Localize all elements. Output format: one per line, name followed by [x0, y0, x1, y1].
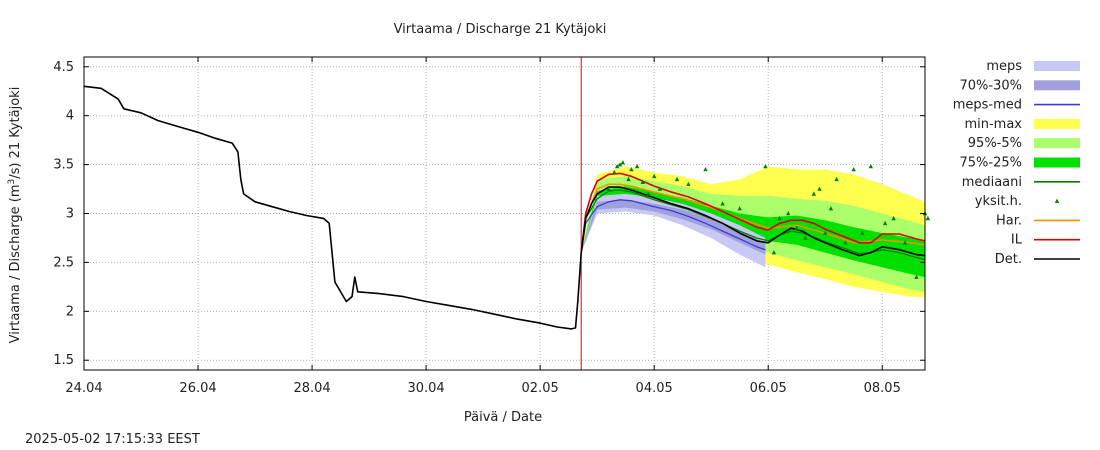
legend-label: meps-med	[953, 98, 1022, 113]
y-axis-label-sup: 3	[7, 179, 17, 185]
x-tick-label: 08.05	[864, 381, 901, 396]
series-line-det	[83, 85, 926, 330]
timestamp: 2025-05-02 17:15:33 EEST	[25, 432, 200, 447]
legend-swatch	[1034, 157, 1080, 168]
x-tick-label: 04.05	[636, 381, 673, 396]
scatter-point	[612, 169, 617, 175]
x-axis-label: Päivä / Date	[464, 410, 542, 425]
legend-item-yksit-h: yksit.h.	[975, 194, 1060, 209]
y-axis-label: Virtaama / Discharge (m3/s) 21 Kytäjoki	[7, 87, 23, 344]
x-tick-label: 06.05	[750, 381, 787, 396]
scatter-point	[851, 167, 856, 172]
scatter-point	[606, 186, 611, 191]
legend-swatch	[1034, 80, 1080, 91]
scatter-point	[786, 211, 791, 216]
scatter-point	[629, 167, 634, 172]
scatter-point	[674, 176, 680, 182]
scatter-point	[843, 240, 848, 245]
legend-label: min-max	[964, 117, 1022, 132]
legend-item-har: Har.	[996, 213, 1080, 228]
legend-label: 75%-25%	[960, 156, 1022, 171]
legend-label: Har.	[996, 213, 1022, 228]
scatter-point	[828, 206, 834, 211]
legend-item-meps-med: meps-med	[953, 98, 1080, 113]
plot-area	[83, 56, 931, 371]
scatter-point	[823, 230, 828, 235]
scatter-point	[817, 186, 822, 191]
band-75-25	[581, 186, 925, 278]
scatter-point	[614, 164, 620, 169]
x-tick-label: 02.05	[522, 381, 559, 396]
scatter-point	[626, 176, 631, 182]
scatter-point	[925, 215, 931, 221]
legend-item-mediaani: mediaani	[962, 175, 1080, 190]
legend-item-95-5: 95%-5%	[968, 136, 1080, 151]
y-tick-label: 3.5	[53, 158, 74, 173]
legend-swatch	[1034, 138, 1080, 149]
scatter-point	[703, 167, 708, 172]
scatter-point	[771, 250, 777, 255]
scatter-point	[617, 162, 623, 167]
legend-item-min-max: min-max	[964, 117, 1080, 132]
scatter-point	[686, 181, 691, 186]
scatter-point	[882, 220, 888, 226]
y-tick-label: 4.5	[53, 60, 74, 75]
scatter-point	[891, 215, 896, 221]
legend-label: mediaani	[962, 175, 1022, 190]
y-axis-label-prefix: Virtaama / Discharge (m	[8, 184, 23, 343]
scatter-point	[860, 230, 865, 235]
series-line-har	[580, 183, 926, 253]
x-tick-label: 28.04	[293, 381, 330, 396]
series-line-meps-med	[580, 199, 766, 253]
y-tick-label: 4	[66, 109, 74, 124]
scatter-point	[620, 160, 625, 165]
legend-label: meps	[986, 59, 1022, 74]
legend-item-75-25: 75%-25%	[960, 156, 1080, 171]
legend-item-meps: meps	[986, 59, 1080, 74]
scatter-point	[803, 235, 808, 240]
legend-item-il: IL	[1011, 233, 1080, 248]
y-tick-label: 2.5	[53, 255, 74, 270]
y-tick-label: 3	[66, 207, 74, 222]
scatter-point	[763, 164, 768, 169]
x-tick-label: 26.04	[179, 381, 216, 396]
legend-label: Det.	[995, 252, 1022, 267]
markers	[606, 160, 931, 279]
scatter-point	[902, 240, 908, 245]
scatter-point	[868, 164, 873, 169]
legend-label: 70%-30%	[960, 78, 1022, 93]
scatter-point	[811, 191, 816, 196]
legend-item-70-30: 70%-30%	[960, 78, 1080, 93]
y-axis-ticks: 1.5 2 2.5 3 3.5 4 4.5	[53, 60, 925, 368]
chart-title: Virtaama / Discharge 21 Kytäjoki	[394, 22, 607, 37]
scatter-point	[640, 179, 645, 184]
y-axis-label-suffix: /s) 21 Kytäjoki	[8, 87, 23, 179]
scatter-point	[777, 215, 782, 221]
legend-item-det: Det.	[995, 252, 1080, 267]
legend-swatch	[1034, 61, 1080, 71]
scatter-point	[634, 164, 640, 169]
scatter-point	[834, 176, 839, 182]
x-tick-label: 30.04	[407, 381, 444, 396]
scatter-point	[657, 186, 663, 191]
legend-label: 95%-5%	[968, 136, 1022, 151]
scatter-point	[652, 173, 657, 179]
scatter-point	[914, 274, 919, 279]
legend-swatch	[1034, 118, 1080, 129]
y-tick-label: 2	[66, 304, 74, 319]
scatter-point	[794, 225, 799, 230]
scatter-point	[737, 206, 742, 211]
x-axis-ticks: 24.04 26.04 28.04 30.04 02.05 04.05 06.05 08.05	[65, 57, 901, 396]
scatter-point	[720, 201, 725, 206]
legend-label: IL	[1011, 233, 1023, 248]
y-tick-label: 1.5	[53, 353, 74, 368]
x-tick-label: 24.04	[65, 381, 102, 396]
legend-swatch	[1054, 198, 1060, 203]
legend-label: yksit.h.	[975, 194, 1022, 209]
legend: meps 70%-30% meps-med min-max 95%-5% 75%-25% m…	[953, 59, 1080, 267]
scatter-point	[646, 191, 651, 196]
